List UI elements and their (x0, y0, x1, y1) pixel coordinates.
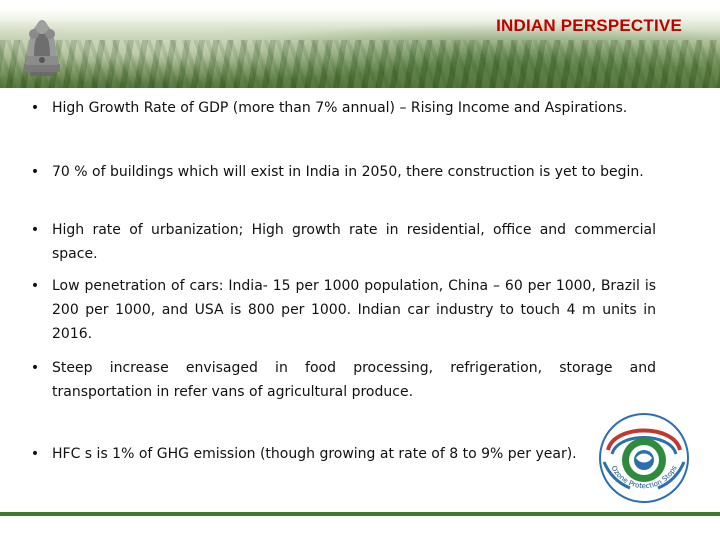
bullet-marker: • (30, 360, 40, 376)
bullet-text: HFC s is 1% of GHG emission (though grow… (52, 446, 577, 462)
bullet-marker: • (30, 446, 40, 462)
bullet-text: High rate of urbanization; High growth r… (52, 222, 656, 262)
bullet-text: High Growth Rate of GDP (more than 7% an… (52, 100, 628, 116)
bullet-marker: • (30, 164, 40, 180)
bullet-marker: • (30, 100, 40, 116)
bullet-text: Low penetration of cars: India- 15 per 1… (52, 278, 656, 342)
bottom-divider (0, 512, 720, 516)
ozone-cell-logo-icon: Ozone Protection Stops Pollution (596, 410, 689, 503)
header-banner (0, 0, 720, 88)
national-emblem-icon (24, 20, 60, 76)
bullet-marker: • (30, 278, 40, 294)
slide-title: INDIAN PERSPECTIVE (496, 16, 682, 35)
bullet-text: Steep increase envisaged in food process… (52, 360, 656, 400)
bullet-marker: • (30, 222, 40, 238)
bullet-text: 70 % of buildings which will exist in In… (52, 164, 644, 180)
